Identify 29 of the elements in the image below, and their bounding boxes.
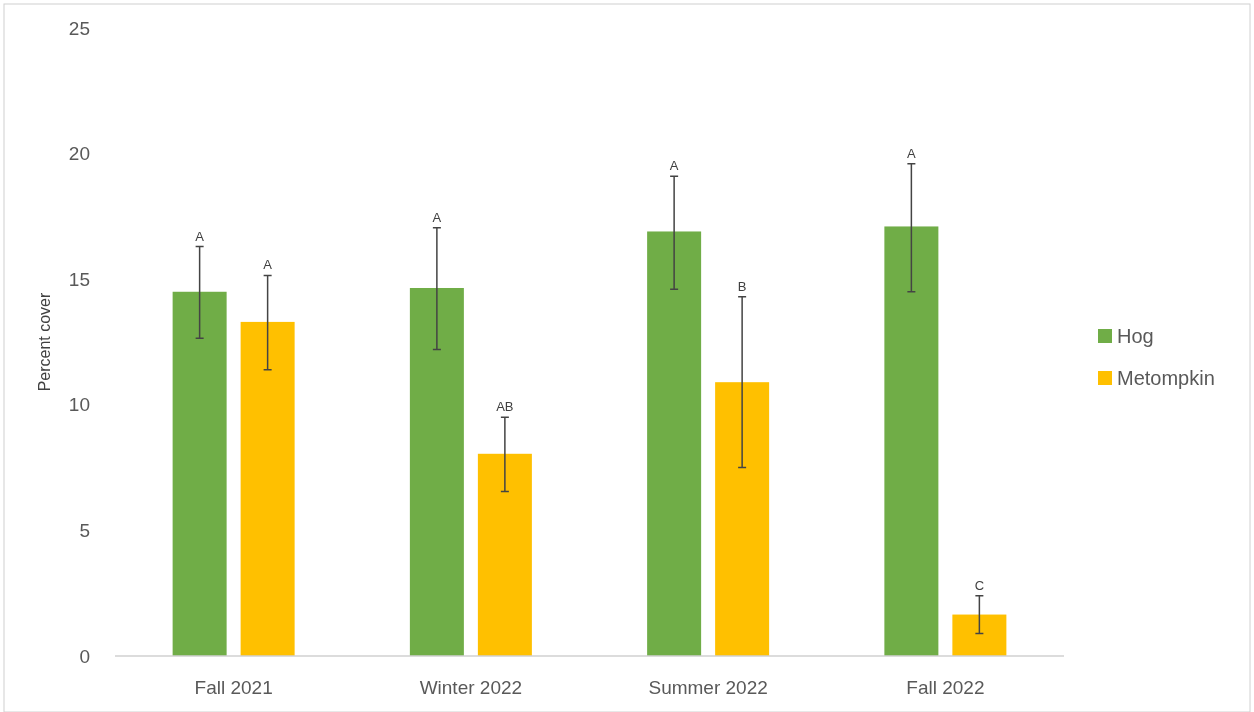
x-tick-label: Summer 2022 xyxy=(648,677,768,698)
annotation: A xyxy=(195,228,205,244)
y-tick-label: 10 xyxy=(68,394,90,416)
bar xyxy=(172,291,227,656)
x-tick-label: Fall 2021 xyxy=(194,677,273,698)
annotation: AB xyxy=(496,399,514,415)
annotation: C xyxy=(974,577,985,593)
bar xyxy=(952,614,1007,656)
bar xyxy=(647,231,702,656)
bar xyxy=(715,382,770,656)
y-tick-label: 15 xyxy=(68,268,90,290)
annotation: B xyxy=(737,278,747,294)
bar xyxy=(477,453,532,656)
y-tick-label: 20 xyxy=(68,143,90,165)
y-tick-label: 0 xyxy=(79,645,90,667)
bar xyxy=(884,226,939,656)
x-tick-label: Fall 2022 xyxy=(906,677,985,698)
legend-label: Metompkin xyxy=(1117,367,1215,389)
x-tick-label: Winter 2022 xyxy=(419,677,523,698)
legend-label: Hog xyxy=(1117,325,1154,347)
y-axis-title: Percent cover xyxy=(36,291,53,392)
annotation: A xyxy=(907,145,917,161)
annotation: A xyxy=(263,257,273,273)
y-tick-label: 25 xyxy=(68,17,90,39)
bar xyxy=(240,321,295,656)
bar xyxy=(409,287,464,656)
y-tick-label: 5 xyxy=(79,520,90,542)
annotation: A xyxy=(432,209,442,225)
annotation: A xyxy=(669,158,679,174)
